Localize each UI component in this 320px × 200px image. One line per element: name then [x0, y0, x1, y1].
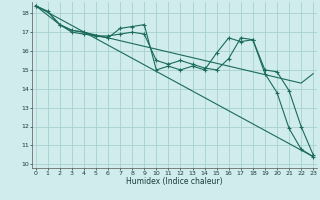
X-axis label: Humidex (Indice chaleur): Humidex (Indice chaleur)	[126, 177, 223, 186]
